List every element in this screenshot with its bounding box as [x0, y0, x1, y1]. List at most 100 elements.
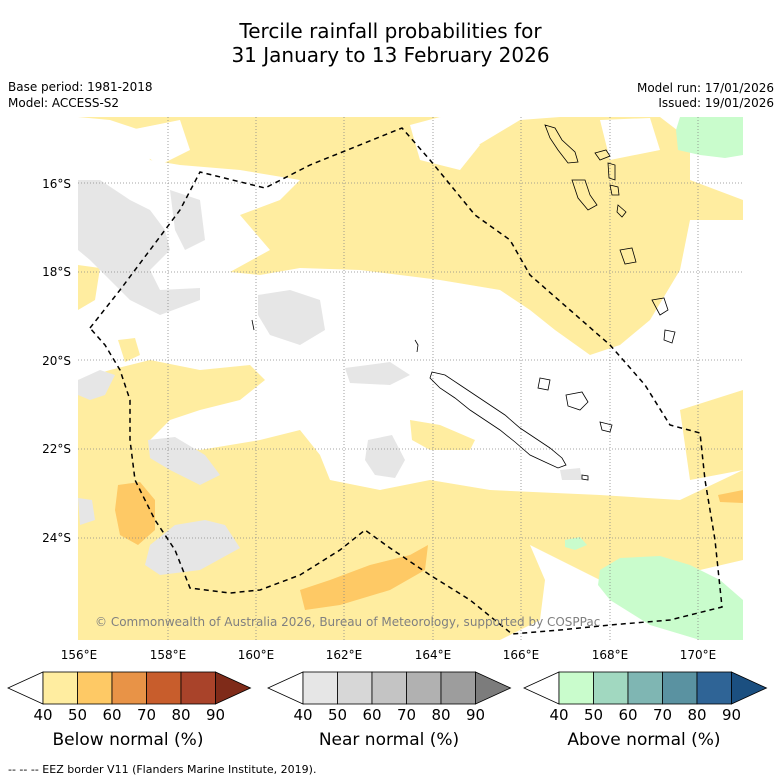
- colorbar-segment: [440, 671, 476, 705]
- colorbar-tick-label: 60: [102, 706, 121, 724]
- colorbar-segment: [146, 671, 182, 705]
- model-run-text: Model run: 17/01/2026: [636, 81, 774, 95]
- below-normal-region-center: [410, 420, 475, 450]
- issued-text: Issued: 19/01/2026: [658, 96, 774, 110]
- colorbar-tick-label: 60: [362, 706, 381, 724]
- probability-shading: [78, 117, 743, 640]
- loyalty-island-3: [599, 421, 613, 433]
- longitude-labels: 156°E 158°E 160°E 162°E 164°E 166°E 168°…: [61, 648, 717, 662]
- lon-label: 166°E: [503, 648, 540, 662]
- colorbar-segment: [42, 671, 78, 705]
- lon-label: 164°E: [415, 648, 452, 662]
- lat-label: 18°S: [42, 265, 71, 279]
- near-normal-region-1: [78, 180, 200, 315]
- colorbar-tick-label: 90: [206, 706, 225, 724]
- lat-label: 16°S: [42, 177, 71, 191]
- above-normal-region-southeast: [598, 556, 743, 640]
- near-normal-region-10: [560, 468, 582, 480]
- colorbar-segment: [111, 671, 147, 705]
- chesterfield-reef: [414, 339, 419, 353]
- below-normal-region-north: [78, 117, 743, 355]
- colorbar-segment: [627, 671, 663, 705]
- colorbar-segment: [215, 671, 252, 705]
- colorbar-segment: [662, 671, 698, 705]
- latitude-labels: 16°S 18°S 20°S 22°S 24°S: [42, 177, 71, 545]
- colorbar-tick-label: 40: [33, 706, 52, 724]
- colorbar-segment: [523, 671, 560, 705]
- colorbar-below: 40 50 60 70 80 90: [7, 671, 252, 724]
- isle-of-pines: [581, 474, 589, 481]
- lat-label: 22°S: [42, 442, 71, 456]
- colorbar-tick-label: 80: [171, 706, 190, 724]
- near-normal-region-9: [78, 498, 95, 525]
- colorbar-segment: [475, 671, 512, 705]
- colorbar-above: 40 50 60 70 80 90: [523, 671, 768, 724]
- colorbar-segment: [7, 671, 44, 705]
- lat-label: 24°S: [42, 531, 71, 545]
- colorbar-tick-label: 50: [68, 706, 87, 724]
- vanuatu-island-6: [616, 204, 627, 218]
- loyalty-island-2: [565, 391, 589, 411]
- colorbars: 40 50 60 70 80 90 40 50 60 70 80 90 40 50 60 70 80 90: [7, 671, 768, 724]
- colorbar-segment: [371, 671, 407, 705]
- below-normal-region-southwest: [78, 360, 743, 640]
- colorbar-segment: [267, 671, 304, 705]
- eez-footer-note: -- -- -- EEZ border V11 (Flanders Marine…: [8, 763, 317, 776]
- white-gap-1: [130, 120, 190, 165]
- vanuatu-island-5: [609, 184, 620, 196]
- eez-border: [89, 127, 723, 635]
- below-normal-60-region-east: [718, 490, 743, 503]
- above-normal-small-patch: [565, 537, 587, 550]
- map-gridlines: [78, 117, 743, 640]
- colorbar-segment: [406, 671, 442, 705]
- vanuatu-island-8: [651, 297, 669, 316]
- colorbar-tick-label: 70: [653, 706, 672, 724]
- vanuatu-island-3: [571, 179, 598, 211]
- colorbar-tick-label: 60: [618, 706, 637, 724]
- lon-label: 170°E: [680, 648, 717, 662]
- colorbar-tick-label: 70: [137, 706, 156, 724]
- loyalty-island-1: [537, 377, 551, 391]
- near-normal-region-8: [145, 520, 240, 575]
- colorbar-segment: [180, 671, 216, 705]
- colorbar-near: 40 50 60 70 80 90: [267, 671, 512, 724]
- lat-label: 20°S: [42, 354, 71, 368]
- colorbar-tick-label: 80: [687, 706, 706, 724]
- map-title-line1: Tercile rainfall probabilities for: [239, 19, 542, 43]
- colorbar-segment: [77, 671, 113, 705]
- colorbar-tick-label: 40: [293, 706, 312, 724]
- white-gap-2: [410, 117, 480, 170]
- near-normal-region-5: [78, 370, 115, 400]
- below-normal-region-east: [680, 390, 743, 480]
- lon-label: 156°E: [61, 648, 98, 662]
- colorbar-tick-label: 70: [397, 706, 416, 724]
- colorbar-label-near: Near normal (%): [318, 730, 460, 750]
- small-island-west: [251, 319, 255, 331]
- colorbar-segment: [558, 671, 594, 705]
- below-normal-60-region-west: [115, 482, 155, 545]
- colorbar-tick-label: 90: [466, 706, 485, 724]
- below-normal-small-patch: [118, 338, 140, 362]
- below-normal-region-west: [78, 265, 100, 310]
- lon-label: 168°E: [592, 648, 629, 662]
- near-normal-region-4: [345, 362, 410, 385]
- colorbar-segment: [731, 671, 768, 705]
- white-gap-3: [600, 118, 660, 160]
- lon-label: 158°E: [150, 648, 187, 662]
- colorbar-tick-label: 50: [584, 706, 603, 724]
- colorbar-label-below: Below normal (%): [52, 730, 204, 750]
- colorbar-segment: [302, 671, 338, 705]
- coastlines: [251, 124, 676, 481]
- below-normal-60-region-south: [300, 545, 428, 610]
- map-title-line2: 31 January to 13 February 2026: [231, 43, 550, 67]
- colorbar-segment: [696, 671, 732, 705]
- lon-label: 160°E: [238, 648, 275, 662]
- vanuatu-island-2: [594, 149, 611, 161]
- colorbar-tick-label: 50: [328, 706, 347, 724]
- vanuatu-island-9: [663, 329, 676, 344]
- copyright-text: © Commonwealth of Australia 2026, Bureau…: [95, 615, 600, 629]
- near-normal-region-3: [258, 290, 325, 345]
- lon-label: 162°E: [326, 648, 363, 662]
- above-normal-region-northeast: [676, 117, 743, 158]
